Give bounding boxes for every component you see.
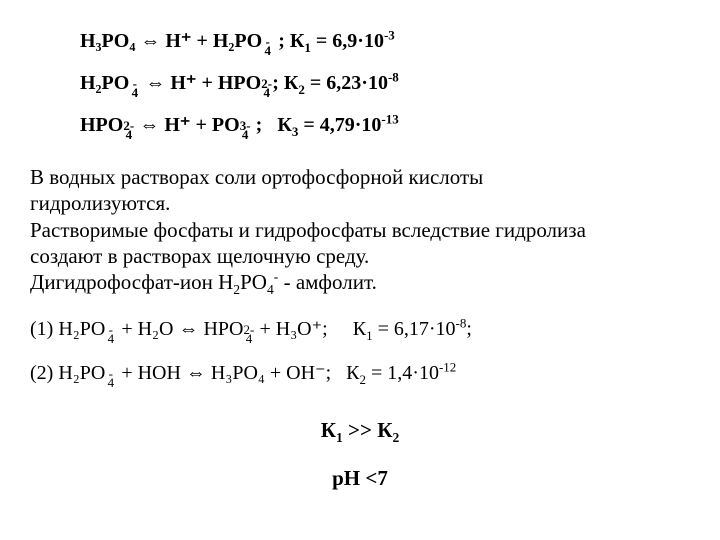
dissociation-row-2: H₂PO-4 ⇔ H⁺ + HPO2-4; К2 = 6,23·10-8	[80, 62, 690, 104]
h2-k: К2 = 1,4·10-12	[336, 362, 456, 384]
eq1-rhs-a: H⁺	[165, 30, 191, 52]
eq3-rhs-a: H⁺	[164, 114, 190, 136]
equilibrium-arrow: ⇔	[145, 72, 170, 94]
eq1-k: К1 = 6,9·10-3	[290, 30, 395, 52]
eq2-rhs-a: H⁺	[170, 72, 196, 94]
eq-num-1: (1)	[30, 318, 53, 340]
h2-lhs: H₂PO-4	[58, 362, 116, 384]
eq2-rhs-b: HPO2-4	[218, 72, 272, 94]
eq1-lhs: H₃PO₄	[80, 30, 135, 52]
equilibrium-arrow: ⇔	[140, 30, 165, 52]
h1-plus2: + H₃O⁺;	[259, 318, 327, 340]
h1-lhs: H₂PO-4	[58, 318, 116, 340]
explanatory-paragraph: В водных растворах соли ортофосфорной ки…	[30, 164, 690, 295]
para-line-5: Дигидрофосфат-ион H2PO4- - амфолит.	[30, 270, 377, 294]
eq2-k: К2 = 6,23·10-8	[284, 72, 399, 94]
plus: +	[196, 30, 212, 52]
h1-k: К1 = 6,17·10-8;	[333, 318, 472, 340]
h1-plus1: + H₂O	[121, 318, 178, 340]
sep: ;	[251, 114, 278, 136]
eq3-rhs-b: PO3-4	[212, 114, 251, 136]
eq3-k: К3 = 4,79·10-13	[277, 114, 398, 136]
para-line-1: В водных растворах соли ортофосфорной ки…	[30, 165, 483, 189]
para-line-4: создают в растворах щелочную среду.	[30, 244, 369, 268]
plus: +	[201, 72, 217, 94]
equilibrium-arrow: ⇔	[139, 114, 164, 136]
plus: +	[195, 114, 211, 136]
para-line-3: Растворимые фосфаты и гидрофосфаты вслед…	[30, 218, 586, 242]
h1-rhs1: HPO2-4	[203, 318, 254, 340]
sep: ;	[272, 72, 284, 94]
equilibrium-arrow: ⇔	[186, 362, 211, 384]
h2-plus1: + HOH	[121, 362, 186, 384]
h2-rhs: H₃PO₄ + OH⁻;	[211, 362, 331, 384]
comparison-line: К1 >> К2	[30, 409, 690, 451]
equilibrium-arrow: ⇔	[178, 318, 203, 340]
eq1-rhs-b: H₂PO-4	[213, 30, 273, 52]
eq3-lhs: HPO2-4	[80, 114, 134, 136]
eq2-lhs: H₂PO-4	[80, 72, 140, 94]
hydrolysis-row-1: (1) H₂PO-4 + H₂O ⇔ HPO2-4 + H₃O⁺; К1 = 6…	[30, 307, 690, 351]
hydrolysis-row-2: (2) H₂PO-4 + HOH ⇔ H₃PO₄ + OH⁻; К2 = 1,4…	[30, 351, 690, 395]
dissociation-row-3: HPO2-4 ⇔ H⁺ + PO3-4 ; К3 = 4,79·10-13	[80, 104, 690, 146]
hydrolysis-equations: (1) H₂PO-4 + H₂O ⇔ HPO2-4 + H₃O⁺; К1 = 6…	[30, 307, 690, 395]
ph-line: pH <7	[30, 457, 690, 499]
dissociation-equations: H₃PO₄ ⇔ H⁺ + H₂PO-4 ; К1 = 6,9·10-3 H₂PO…	[80, 20, 690, 146]
dissociation-row-1: H₃PO₄ ⇔ H⁺ + H₂PO-4 ; К1 = 6,9·10-3	[80, 20, 690, 62]
para-line-2: гидролизуются.	[30, 191, 170, 215]
sep: ;	[273, 30, 290, 52]
eq-num-2: (2)	[30, 362, 53, 384]
